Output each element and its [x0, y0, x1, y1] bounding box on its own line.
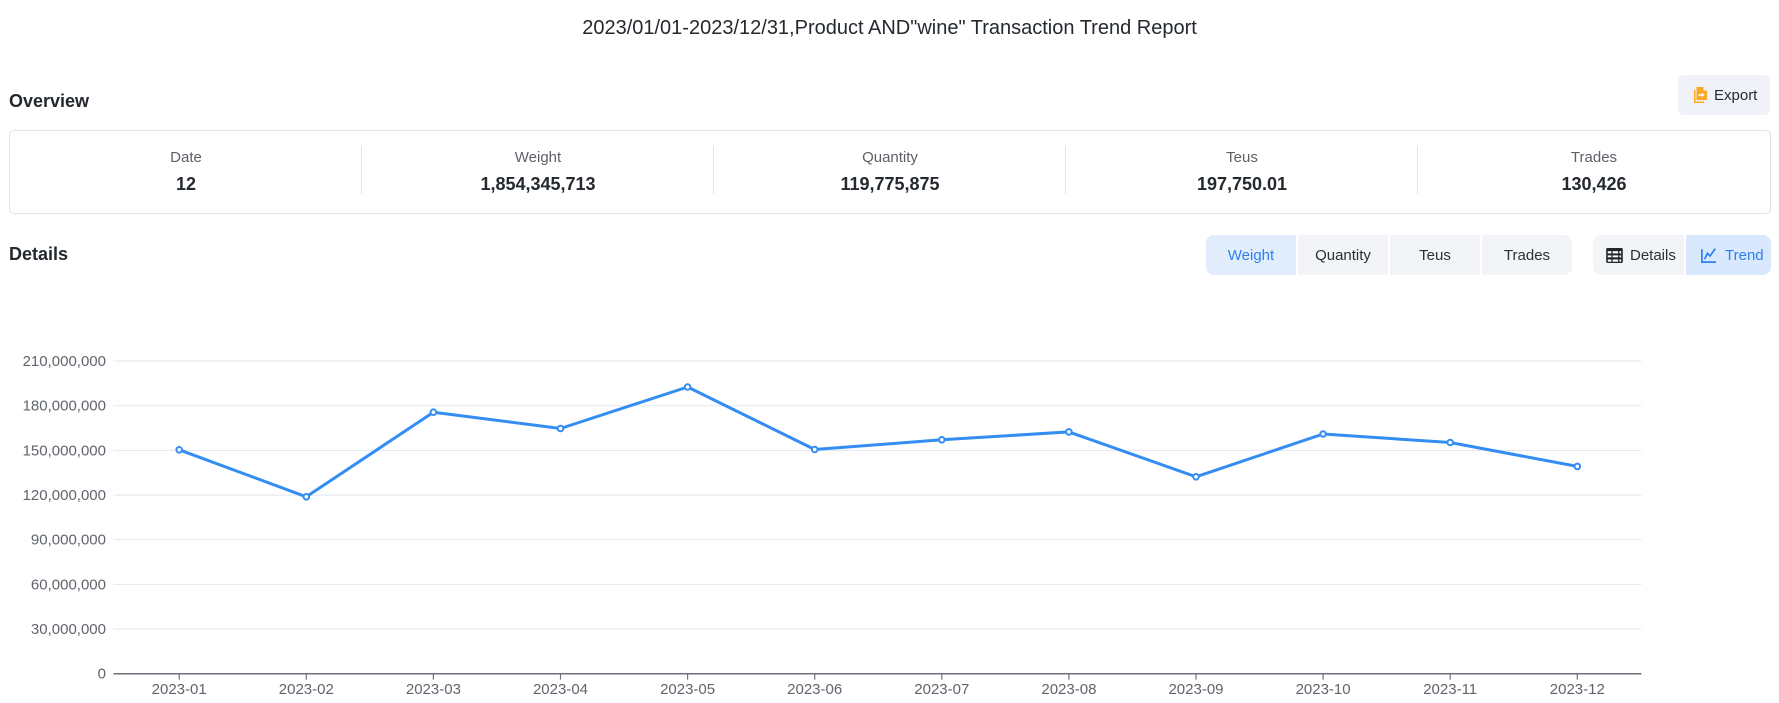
svg-text:2023-06: 2023-06: [787, 681, 842, 698]
svg-text:150,000,000: 150,000,000: [23, 442, 106, 459]
svg-text:180,000,000: 180,000,000: [23, 398, 106, 415]
svg-text:2023-10: 2023-10: [1296, 681, 1351, 698]
svg-text:2023-12: 2023-12: [1550, 681, 1605, 698]
svg-text:90,000,000: 90,000,000: [31, 532, 106, 549]
svg-text:2023-05: 2023-05: [660, 681, 715, 698]
svg-text:2023-04: 2023-04: [533, 681, 588, 698]
svg-text:2023-09: 2023-09: [1168, 681, 1223, 698]
svg-text:60,000,000: 60,000,000: [31, 576, 106, 593]
svg-text:2023-07: 2023-07: [914, 681, 969, 698]
svg-text:210,000,000: 210,000,000: [23, 353, 106, 370]
svg-text:2023-01: 2023-01: [152, 681, 207, 698]
svg-text:120,000,000: 120,000,000: [23, 487, 106, 504]
svg-text:2023-11: 2023-11: [1423, 681, 1477, 698]
svg-text:0: 0: [98, 666, 106, 683]
svg-text:30,000,000: 30,000,000: [31, 621, 106, 638]
svg-text:2023-02: 2023-02: [279, 681, 334, 698]
svg-text:2023-08: 2023-08: [1041, 681, 1096, 698]
svg-text:2023-03: 2023-03: [406, 681, 461, 698]
